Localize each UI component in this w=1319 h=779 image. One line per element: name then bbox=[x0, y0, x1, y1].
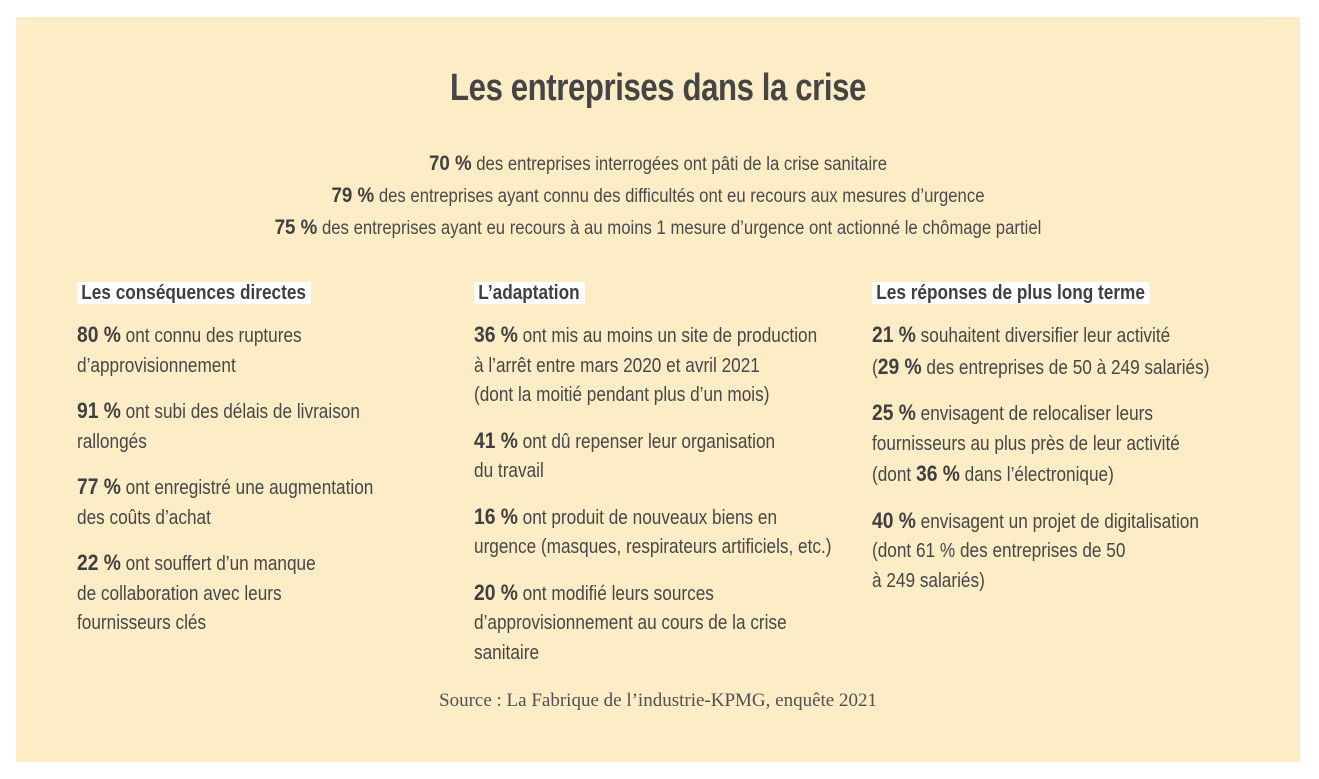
stat-percent: 29 % bbox=[877, 353, 922, 379]
section-title: Les réponses de plus long terme bbox=[872, 282, 1151, 304]
section-title: Les conséquences directes bbox=[77, 282, 312, 304]
stat-percent: 77 % bbox=[77, 474, 121, 499]
page-title: Les entreprises dans la crise bbox=[450, 67, 866, 109]
stat-item: 40 % envisagent un projet de digitalisat… bbox=[872, 507, 1199, 592]
column-long-term: Les réponses de plus long terme 21 % sou… bbox=[872, 282, 1268, 611]
stat-percent: 21 % bbox=[872, 322, 916, 347]
stat-percent: 91 % bbox=[77, 398, 121, 423]
stat-percent: 36 % bbox=[915, 461, 960, 486]
stat-item: 20 % ont modifié leurs sources d’approvi… bbox=[474, 579, 787, 664]
headline-percent: 79 % bbox=[331, 183, 375, 207]
headline-text: des entreprises interrogées ont pâti de … bbox=[471, 154, 888, 175]
stat-percent: 36 % bbox=[474, 322, 518, 347]
column-adaptation: L’adaptation 36 % ont mis au moins un si… bbox=[474, 282, 861, 683]
column-consequences: Les conséquences directes 80 % ont connu… bbox=[77, 282, 438, 654]
headline-percent: 70 % bbox=[428, 151, 472, 175]
stat-item: 16 % ont produit de nouveaux biens en ur… bbox=[474, 503, 832, 559]
stat-item: 80 % ont connu des ruptures d’approvisio… bbox=[77, 322, 302, 377]
stat-item: 91 % ont subi des délais de livraison ra… bbox=[77, 398, 360, 453]
stat-percent: 22 % bbox=[77, 550, 121, 575]
stat-item: 77 % ont enregistré une augmentation des… bbox=[77, 474, 374, 529]
headline-stat: 79 % des entreprises ayant connu des dif… bbox=[93, 183, 1223, 208]
source-note: Source : La Fabrique de l’industrie-KPMG… bbox=[439, 690, 877, 711]
stat-item: 22 % ont souffert d’un manque de collabo… bbox=[77, 550, 316, 634]
stat-percent: 20 % bbox=[474, 579, 518, 605]
stat-percent: 40 % bbox=[872, 507, 916, 533]
headline-stat: 70 % des entreprises interrogées ont pât… bbox=[93, 151, 1223, 176]
headline-text: des entreprises ayant connu des difficul… bbox=[374, 186, 985, 207]
headline-percent: 75 % bbox=[274, 215, 318, 239]
headline-text: des entreprises ayant eu recours à au mo… bbox=[317, 218, 1042, 239]
stat-item: 41 % ont dû repenser leur organisation d… bbox=[474, 427, 776, 483]
infographic-card: Les entreprises dans la crise 70 % des e… bbox=[16, 17, 1300, 762]
stat-item: 36 % ont mis au moins un site de product… bbox=[474, 322, 818, 406]
headline-stat: 75 % des entreprises ayant eu recours à … bbox=[93, 215, 1223, 240]
stat-percent: 25 % bbox=[872, 400, 916, 425]
stat-percent: 16 % bbox=[474, 503, 518, 529]
stat-percent: 41 % bbox=[474, 427, 518, 453]
section-title: L’adaptation bbox=[474, 282, 585, 304]
stat-percent: 80 % bbox=[77, 322, 121, 347]
stat-item: 21 % souhaitent diversifier leur activit… bbox=[872, 322, 1210, 379]
stat-item: 25 % envisagent de relocaliser leurs fou… bbox=[872, 400, 1180, 486]
